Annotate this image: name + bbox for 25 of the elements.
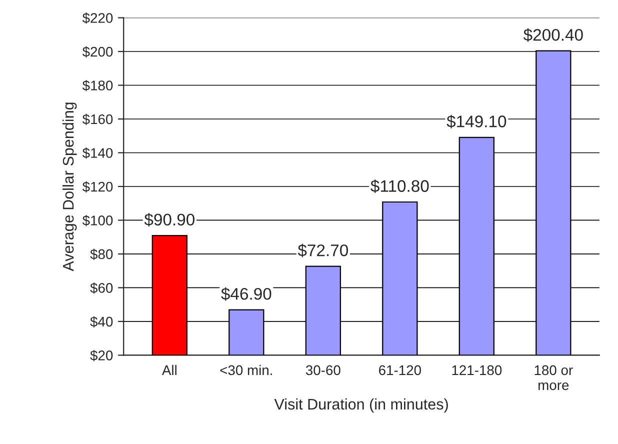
data-label: $200.40 <box>523 28 583 42</box>
data-label: $46.90 <box>221 287 272 301</box>
y-tick-label: $100 <box>82 214 113 226</box>
y-tick-label: $140 <box>82 147 113 159</box>
x-tick-label: <30 min. <box>220 364 272 376</box>
y-tick-label: $40 <box>90 316 113 328</box>
data-label: $90.90 <box>144 213 194 227</box>
x-tick-label: All <box>162 364 176 375</box>
y-tick-label: $220 <box>82 12 113 24</box>
y-axis-title: Average Dollar Spending <box>62 102 77 272</box>
y-tick-label: $180 <box>82 80 113 92</box>
y-tick-label: $60 <box>90 282 113 294</box>
data-label: $110.80 <box>370 179 429 193</box>
x-tick-label: 180 or more <box>534 365 573 390</box>
y-tick-label: $200 <box>82 46 113 58</box>
data-label: $149.10 <box>446 114 506 128</box>
y-tick-label: $80 <box>90 248 113 260</box>
data-label: $72.70 <box>298 244 348 258</box>
x-axis-title: Visit Duration (in minutes) <box>274 398 448 413</box>
x-tick-label: 30-60 <box>306 365 340 376</box>
x-tick-label: 121-180 <box>452 365 502 376</box>
x-tick-label: 61-120 <box>378 365 421 376</box>
y-tick-label: $120 <box>82 181 113 192</box>
y-tick-label: $20 <box>90 350 113 362</box>
y-tick-label: $160 <box>82 114 113 125</box>
